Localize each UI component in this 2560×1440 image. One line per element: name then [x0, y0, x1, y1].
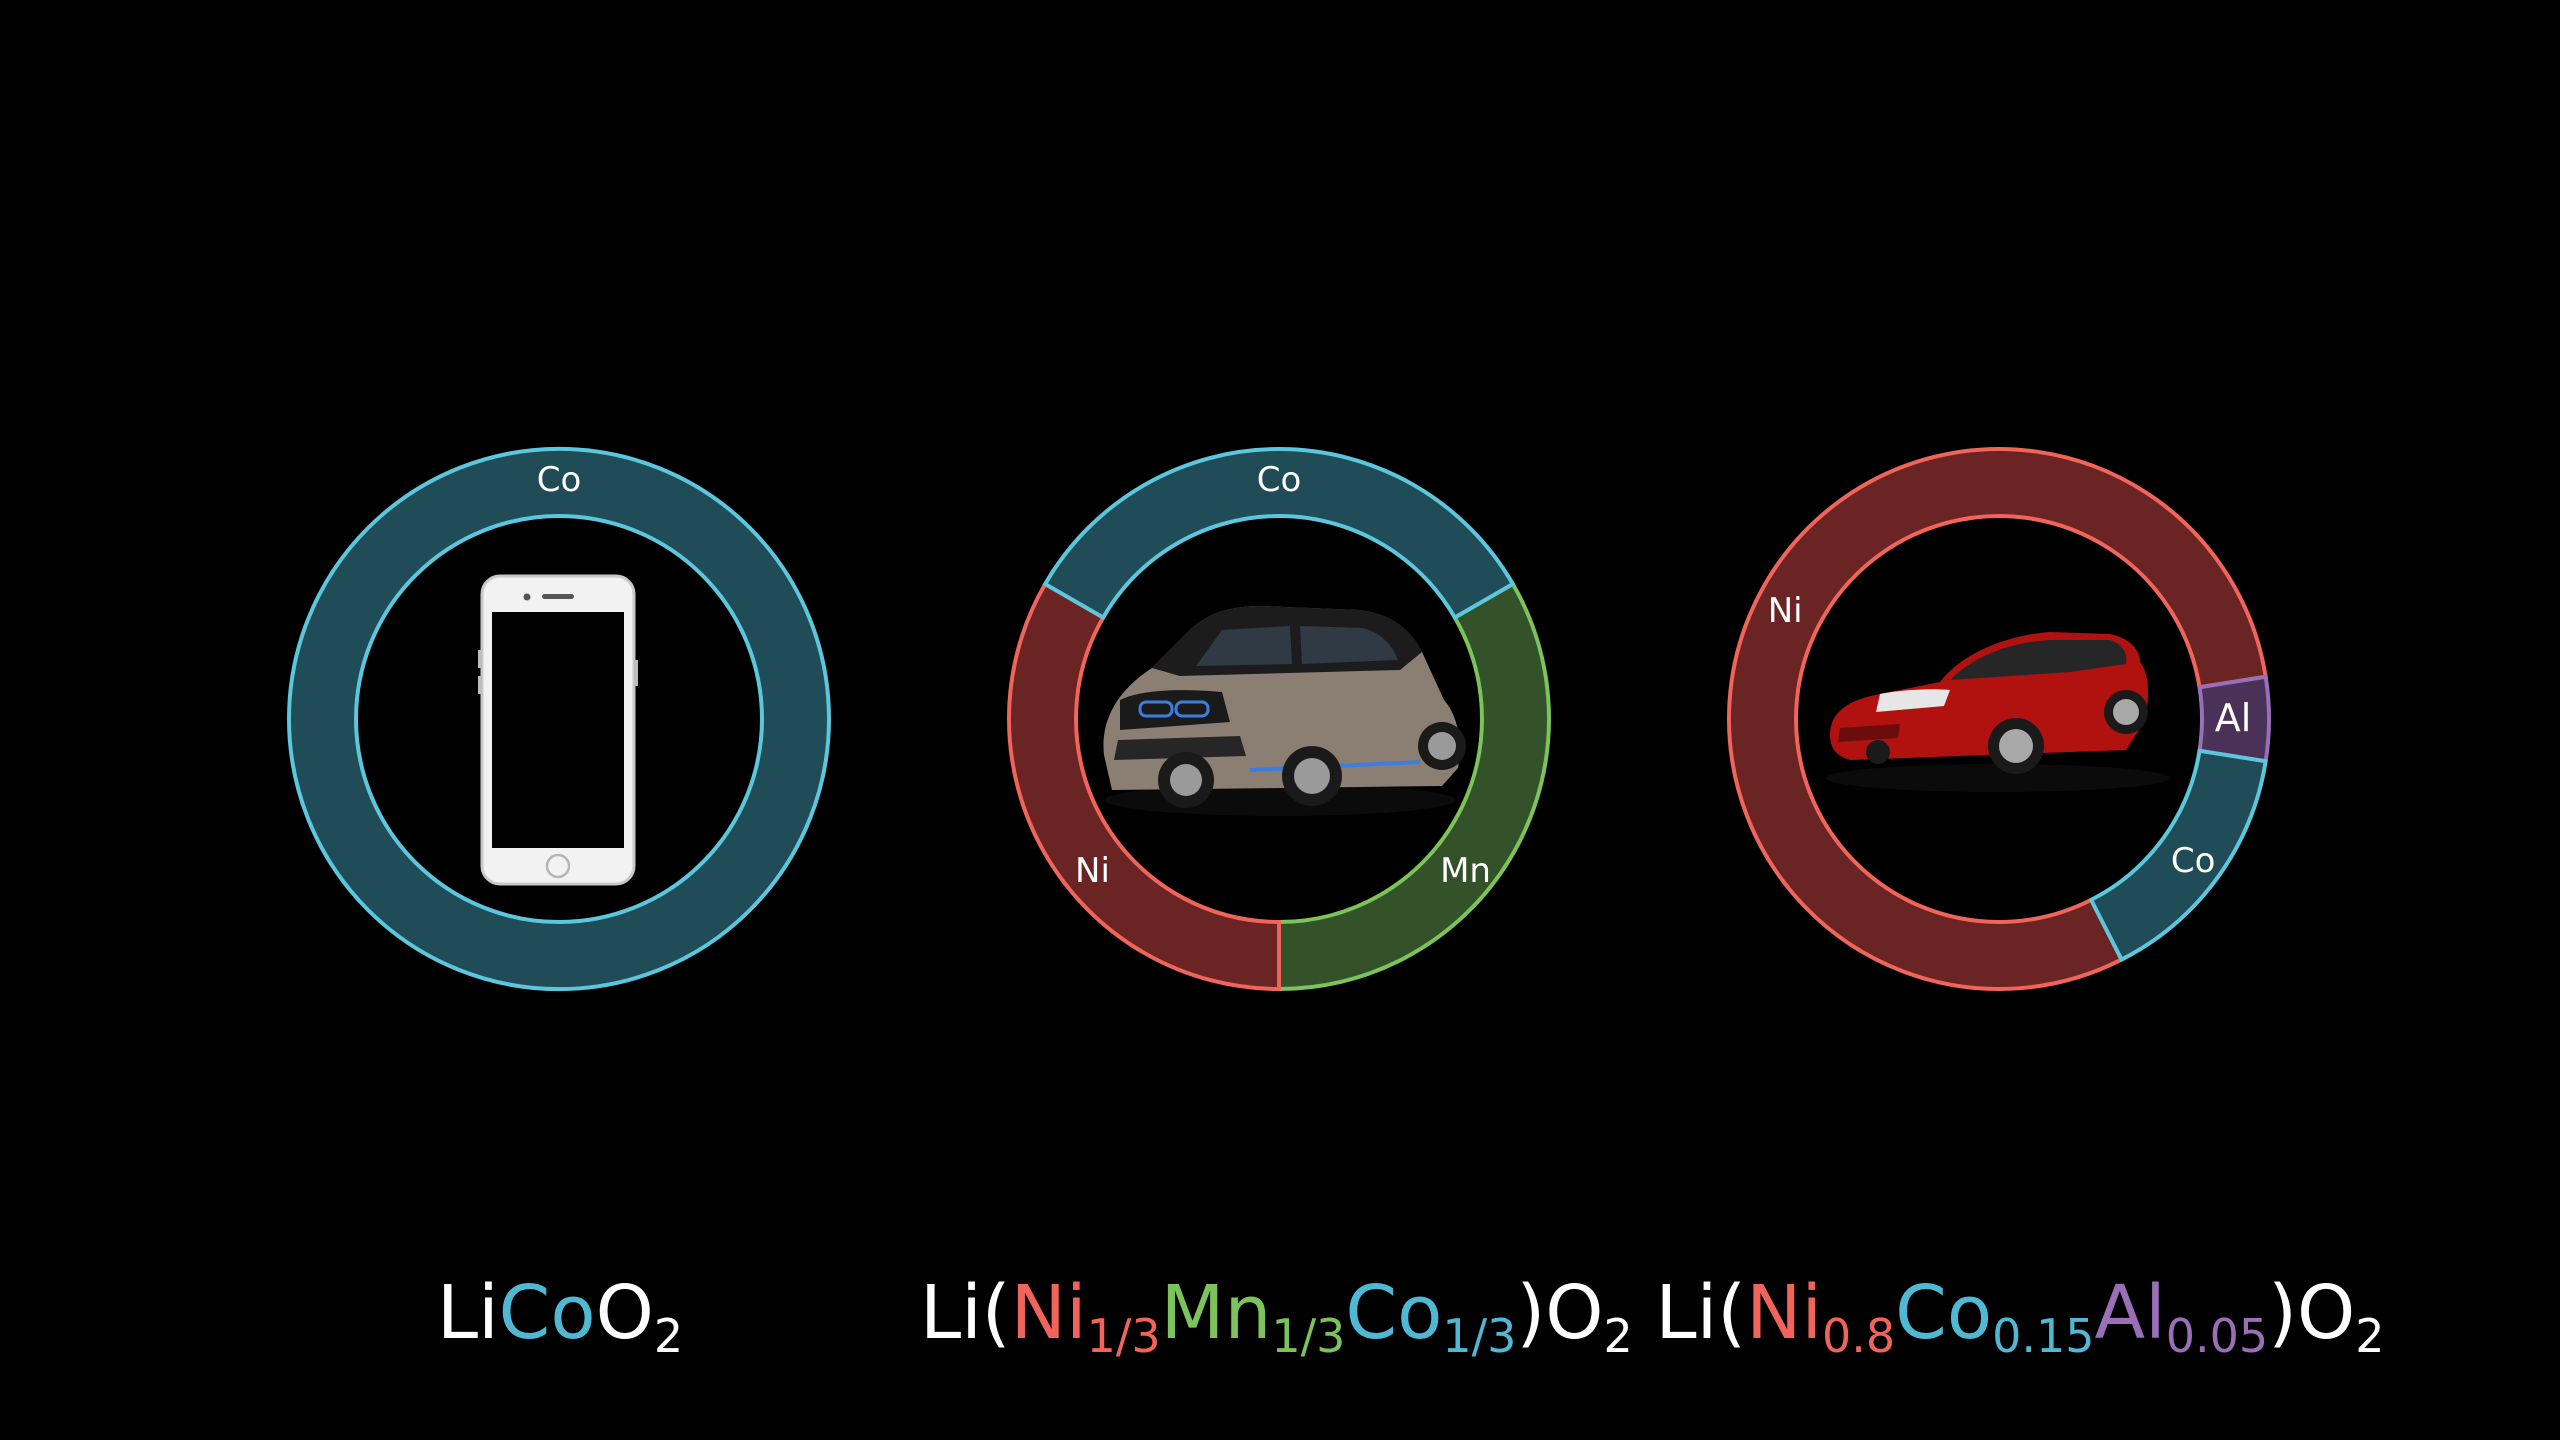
formula-part: Ni	[1010, 1270, 1087, 1356]
slice-ni	[1007, 581, 1281, 992]
licoo2-formula: LiCoO2	[260, 1258, 860, 1368]
formula-part: 1/3	[1086, 1309, 1161, 1363]
slice-label-co: Co	[2171, 841, 2216, 881]
formula-part: 0.05	[2165, 1309, 2269, 1363]
formula-part: Ni	[1746, 1270, 1823, 1356]
nca-donut-chart: Ni Al Co	[1727, 447, 2271, 991]
formula-part: Al	[2094, 1270, 2166, 1356]
nmc-formula: Li(Ni1/3Mn1/3Co1/3)O2	[920, 1258, 1633, 1368]
electric-hatchback-car-icon	[1103, 606, 1466, 816]
formula-part: Li(	[1655, 1270, 1747, 1356]
red-sedan-car-icon	[1826, 632, 2170, 792]
formula-part: 0.8	[1822, 1309, 1896, 1363]
slice-label-co: Co	[1257, 460, 1302, 500]
slice-label-al: Al	[2215, 696, 2252, 740]
nca-formula: Li(Ni0.8Co0.15Al0.05)O2	[1640, 1258, 2400, 1368]
slice-label-co: Co	[537, 460, 582, 500]
formula-part: Mn	[1160, 1270, 1272, 1356]
slice-label-ni: Ni	[1768, 591, 1803, 631]
licoo2-donut-chart: Co	[286, 447, 831, 991]
formula-part: 2	[1603, 1309, 1633, 1363]
formula-part: Co	[1345, 1270, 1443, 1356]
slice-co	[1042, 446, 1516, 621]
formula-part: )O	[1516, 1270, 1604, 1356]
formula-part: 2	[653, 1309, 684, 1363]
slice-label-ni: Ni	[1075, 851, 1110, 891]
slice-co	[2088, 748, 2268, 963]
smartphone-icon	[478, 574, 638, 886]
formula-part: O	[595, 1270, 654, 1356]
formula-part: 2	[2355, 1309, 2385, 1363]
formula-part: 1/3	[1442, 1309, 1517, 1363]
formula-part: 0.15	[1992, 1309, 2095, 1363]
formula-part: Li(	[920, 1270, 1011, 1356]
slice-ni	[1727, 447, 2268, 991]
formula-part: Co	[1895, 1270, 1993, 1356]
formula-part: Co	[498, 1270, 596, 1356]
nmc-donut-chart: Mn Ni Co	[1007, 446, 1551, 992]
slice-co	[286, 447, 831, 991]
formula-part: Li	[436, 1270, 499, 1356]
formula-part: 1/3	[1271, 1309, 1346, 1363]
formula-part: )O	[2268, 1270, 2356, 1356]
slice-label-mn: Mn	[1440, 851, 1491, 891]
slice-mn	[1277, 581, 1551, 992]
